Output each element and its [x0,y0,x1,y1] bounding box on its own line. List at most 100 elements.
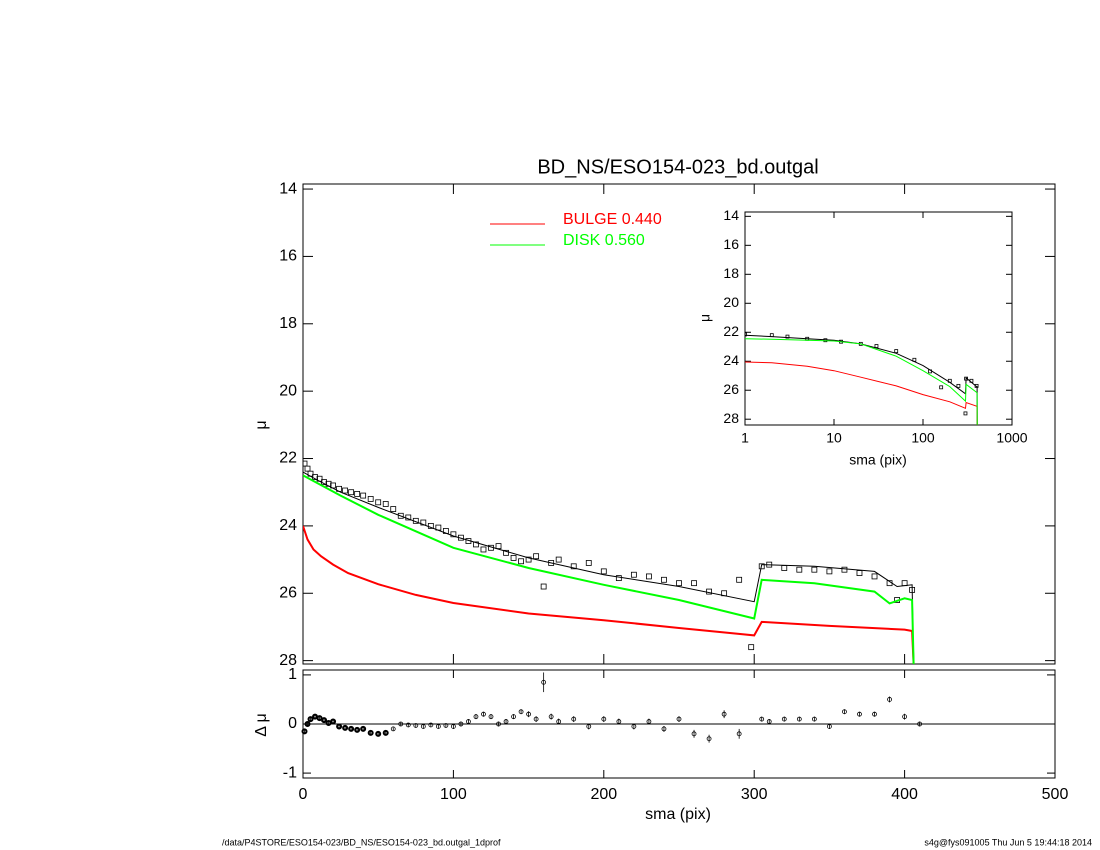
residual-point [827,724,832,729]
data-point [691,580,697,587]
data-point [646,573,652,580]
data-point [382,501,389,507]
profile-line [303,471,915,664]
x-tick-label: 1000 [996,430,1027,446]
y-tick-label: 26 [279,584,297,601]
data-point [841,566,848,573]
data-point [555,556,562,563]
y-tick-label: 1 [288,666,297,683]
y-tick-label: 18 [279,315,297,332]
residual-point [759,716,765,722]
residual-point [917,721,923,727]
y-axis-label: μ [253,420,270,429]
residual-point [435,724,441,729]
y-tick-label: 22 [723,323,739,339]
x-tick-label: 10 [826,430,842,446]
residual-point [336,723,343,730]
data-point [390,506,397,512]
residual-point [676,716,682,722]
data-point [495,543,502,550]
legend-label: DISK 0.560 [563,232,645,249]
data-point [354,490,361,497]
data-point [745,332,747,337]
y-tick-label: 18 [723,265,739,281]
residual-point [721,711,727,717]
y-tick-label: 28 [279,652,297,669]
residual-point [902,714,907,720]
x-tick-label: 300 [741,786,768,803]
y-tick-label: 0 [288,715,297,732]
x-tick-label: 100 [911,430,935,446]
residual-point [533,716,539,722]
residual-point [548,714,554,720]
data-point [548,560,555,566]
data-point [525,556,532,563]
data-point [348,489,355,496]
residual-point [301,728,308,735]
y-tick-label: 24 [723,352,739,368]
residual-point [691,731,697,737]
y-tick-label: 14 [279,180,297,197]
x-tick-label: 0 [299,786,308,803]
data-point [510,554,517,561]
data-point [796,566,803,573]
data-point [758,563,765,570]
residual-point [375,730,382,737]
data-point [826,568,833,575]
residual-point [321,717,328,724]
data-point [856,570,863,576]
residual-point [304,721,311,727]
data-point [303,460,308,467]
data-point [894,349,899,354]
data-point [871,573,878,580]
residual-point [616,719,622,724]
data-point [600,568,607,575]
plot-frame [302,183,1056,665]
residual-point [796,716,802,722]
chart-title: BD_NS/ESO154-023_bd.outgal [537,156,818,178]
x-tick-label: 1 [741,430,749,446]
x-tick-label: 200 [590,786,617,803]
residual-point [503,719,509,724]
x-axis-label: sma (pix) [849,452,907,468]
data-point [939,385,944,390]
residual-point [887,697,892,702]
data-point [874,344,879,348]
residual-point [481,711,486,717]
profile-line [303,474,915,664]
residual-point [348,725,355,732]
y-tick-label: 28 [723,410,739,426]
data-point [367,496,374,502]
data-point [304,465,311,472]
y-axis-label: Δ μ [253,713,270,736]
residual-point [405,722,411,728]
footer-path: /data/P4STORE/ESO154-023/BD_NS/ESO154-02… [222,837,501,847]
data-point [518,558,524,565]
y-tick-label: 24 [279,517,297,534]
data-point [342,487,349,494]
residual-point [382,729,389,736]
data-point [661,576,667,583]
profile-line [745,338,978,425]
data-point [360,492,367,499]
residual-point [631,724,637,729]
x-tick-label: 500 [1042,786,1069,803]
residual-point [354,726,361,733]
residual-point [307,716,314,723]
data-point [570,563,577,570]
residual-point [413,723,419,728]
x-tick-label: 400 [891,786,918,803]
residual-point [450,724,456,729]
legend-label: BULGE 0.440 [563,211,662,228]
residual-point [360,725,367,732]
data-point [375,499,382,506]
data-point [450,531,457,538]
data-point [533,553,540,560]
data-point [585,560,592,566]
residual-point [473,714,479,720]
residual-point [556,719,562,724]
residual-point [842,709,847,715]
data-point [427,522,434,529]
residual-point [601,716,607,722]
profile-line [303,525,915,664]
